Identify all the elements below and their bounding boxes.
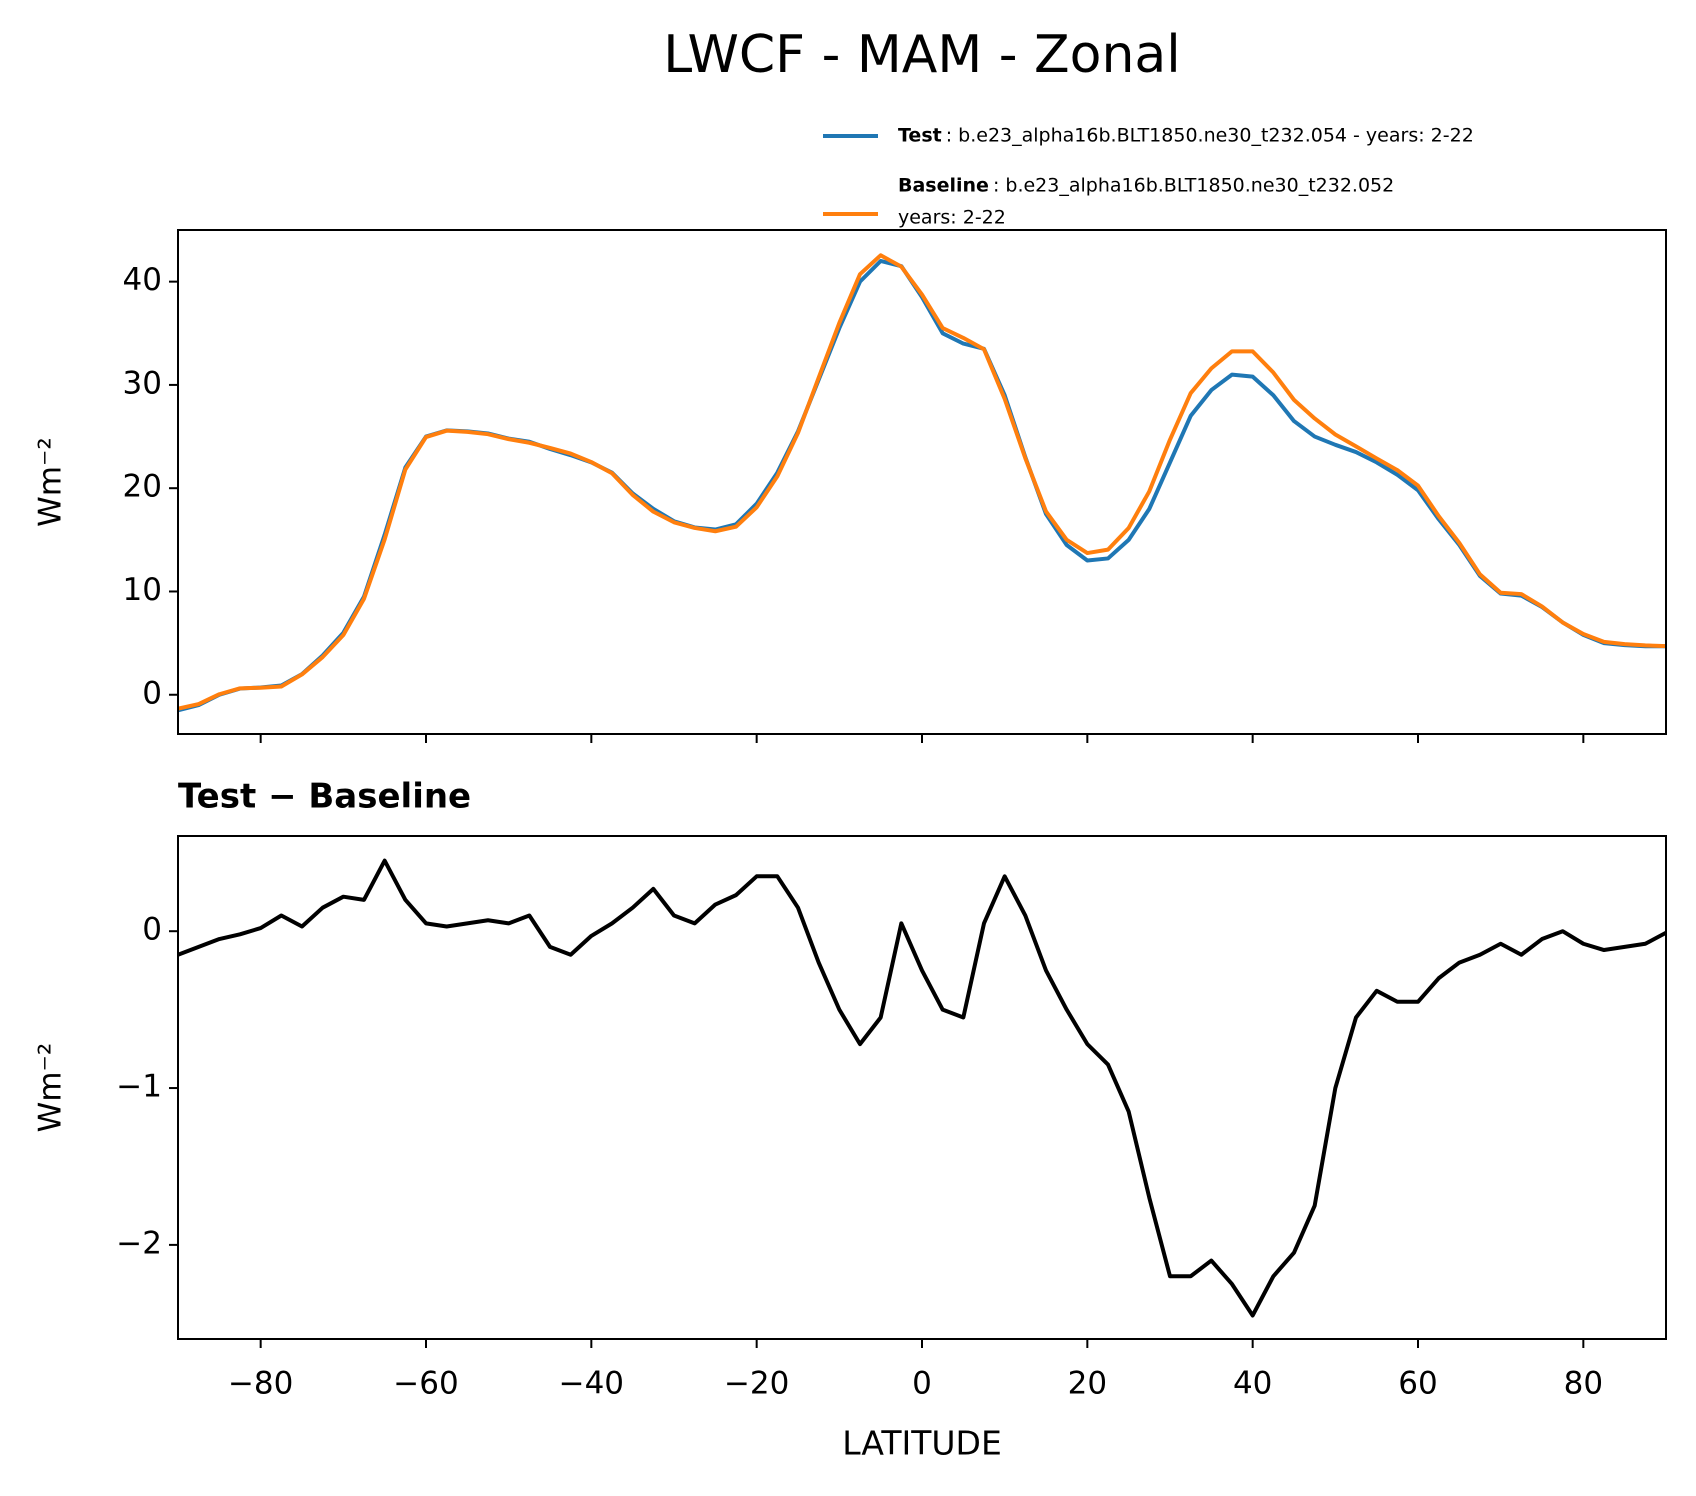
x-tick-label: −60 — [393, 1366, 458, 1402]
x-tick-label: 80 — [1564, 1366, 1603, 1402]
y-tick-label: −2 — [116, 1225, 162, 1261]
y-tick-label: 20 — [123, 469, 162, 505]
x-tick-label: 0 — [912, 1366, 932, 1402]
y-axis-label: Wm⁻² — [33, 1043, 69, 1133]
axes-frame — [177, 835, 1667, 1340]
y-tick-label: 0 — [142, 912, 162, 948]
x-tick-label: 40 — [1233, 1366, 1272, 1402]
x-tick-label: 20 — [1068, 1366, 1107, 1402]
y-tick-label: 0 — [142, 675, 162, 711]
legend-name: Baseline — [898, 175, 989, 197]
y-tick-label: 30 — [123, 365, 162, 401]
figure-title: LWCF - MAM - Zonal — [663, 25, 1181, 85]
series-line — [178, 253, 1666, 711]
y-tick-label: 10 — [123, 572, 162, 608]
series-line — [178, 858, 1666, 1318]
x-tick-label: −20 — [724, 1366, 789, 1402]
x-tick-label: −40 — [559, 1366, 624, 1402]
legend-text: years: 2-22 — [898, 207, 1006, 229]
y-axis-label: Wm⁻² — [33, 437, 69, 527]
subplot-title: Test − Baseline — [178, 777, 471, 817]
y-tick-label: −1 — [116, 1069, 162, 1105]
legend-text: : b.e23_alpha16b.BLT1850.ne30_t232.054 -… — [946, 125, 1474, 147]
x-tick-label: −80 — [228, 1366, 293, 1402]
legend-name: Test — [898, 125, 942, 147]
x-tick-label: 60 — [1398, 1366, 1437, 1402]
legend-text: : b.e23_alpha16b.BLT1850.ne30_t232.052 — [993, 175, 1394, 197]
x-axis-label: LATITUDE — [842, 1424, 1002, 1463]
y-tick-label: 40 — [123, 262, 162, 298]
